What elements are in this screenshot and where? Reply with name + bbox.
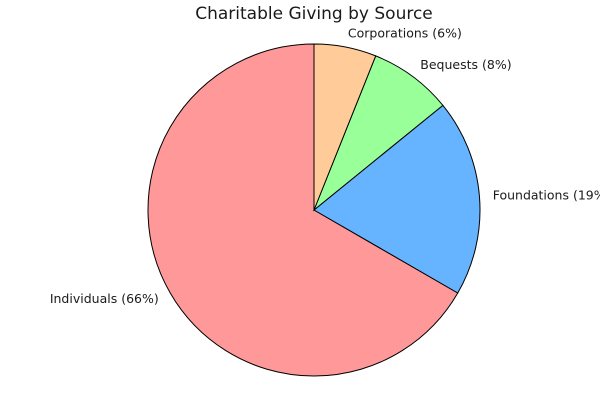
pie-slice-corporations (313, 43, 377, 211)
slice-label-bequests: Bequests (8%) (420, 57, 511, 72)
slice-label-foundations: Foundations (19%) (493, 187, 600, 202)
chart-title: Charitable Giving by Source (195, 4, 433, 24)
slice-label-individuals: Individuals (66%) (50, 291, 159, 306)
slice-label-corporations: Corporations (6%) (348, 25, 462, 40)
pie-slice-individuals (147, 43, 459, 377)
pie-slice-foundations (313, 104, 481, 294)
